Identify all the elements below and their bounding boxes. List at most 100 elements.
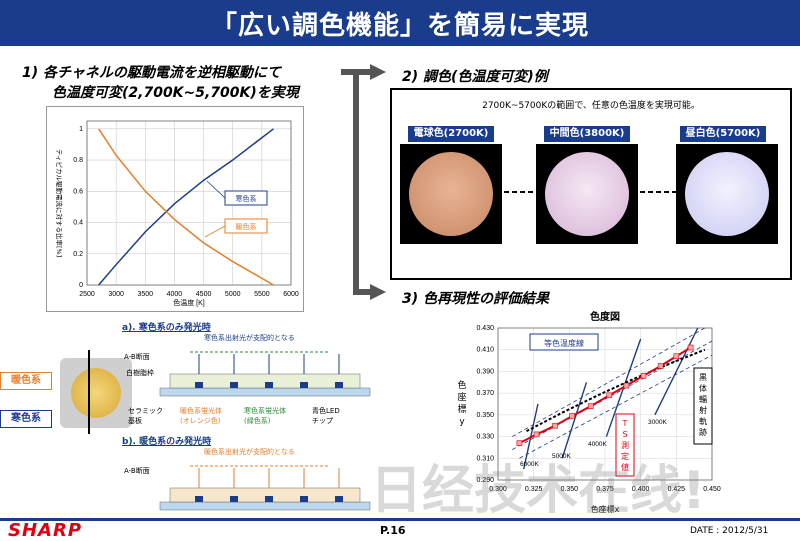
ts-point — [640, 372, 647, 379]
ts-point — [606, 392, 613, 399]
color-example-caption: 2700K~5700Kの範囲で、任意の色温度を実現可能。 — [482, 101, 700, 111]
footer-date: DATE : 2012/5/31 — [690, 526, 769, 536]
y-tick-label: 0.8 — [73, 157, 83, 164]
swatch-label-5700: 昼白色(5700K) — [680, 126, 766, 142]
y-tick-label: 0.4 — [73, 220, 83, 227]
y-tick-label: 0.2 — [73, 251, 83, 258]
swatch-frame-5700 — [676, 144, 778, 244]
y-tick-label: 0.330 — [476, 434, 494, 441]
ts-point — [623, 382, 630, 389]
y-tick-label: 0.390 — [476, 368, 494, 375]
x-tick-label: 0.350 — [561, 486, 579, 493]
swatch-3800 — [545, 152, 629, 236]
ts-point — [552, 422, 558, 429]
ts-label-char: S — [622, 430, 627, 439]
x-tick-label: 2500 — [79, 291, 95, 298]
current-chart: 2500 3000 3500 4000 4500 5000 5500 6000 0 0.2 0.4 0… — [55, 120, 299, 307]
x-tick-label: 4000 — [167, 291, 183, 298]
plot-frame — [86, 120, 292, 286]
warm-legend-label: 暖色系 — [236, 222, 257, 231]
isotherm-line — [654, 327, 699, 416]
x-tick-label: 4500 — [196, 291, 212, 298]
ts-point — [516, 440, 523, 446]
blackbody-label-box — [693, 367, 713, 445]
isotherm-line — [561, 382, 588, 459]
bin-line — [512, 340, 713, 450]
diagram-a-note: 寒色系出射光が支配的となる — [204, 334, 295, 342]
isotherm-label-box — [529, 333, 599, 351]
temp-label: 4000K — [588, 441, 607, 448]
cold-tag: 寒色系 — [0, 410, 52, 428]
diagram-a-title: a). 寒色系のみ発光時 — [122, 323, 211, 333]
ts-label-char: 定 — [621, 451, 629, 461]
ts-point — [657, 363, 664, 369]
led-emitter — [71, 368, 121, 418]
series-line-warm — [98, 128, 274, 286]
chroma-title: 色度図 — [590, 310, 620, 323]
sharp-logo: SHARP — [8, 520, 83, 541]
swatch-label-3800: 中間色(3800K) — [544, 126, 630, 142]
ts-point — [687, 344, 694, 351]
temp-label: 6000K — [520, 461, 539, 468]
x-tick-label: 3500 — [137, 291, 153, 298]
y-axis-label-char: 色 — [457, 379, 466, 391]
swatch-frame-2700 — [400, 144, 502, 244]
watermark: 日经技术在线! — [370, 461, 706, 521]
y-axis-label-char: 標 — [457, 403, 466, 415]
slide-title: 「広い調色機能」を簡易に実現 — [0, 0, 800, 46]
ts-point — [587, 403, 594, 409]
section-line — [88, 350, 90, 434]
diagram-a — [159, 351, 371, 397]
y-tick-label: 0.410 — [476, 347, 494, 354]
isotherm-label: 等色温度線 — [544, 338, 584, 348]
y-tick-label: 0.370 — [476, 390, 494, 397]
current-chart-panel: 2500 3000 3500 4000 4500 5000 5500 6000 0 0.2 0.4 0… — [46, 106, 304, 312]
y-tick-label: 0 — [79, 282, 83, 289]
cold-legend-pointer — [206, 180, 226, 199]
swatch-5700 — [685, 152, 769, 236]
ts-label-char: 測 — [621, 440, 629, 450]
y-tick-label: 1 — [79, 126, 83, 133]
cold-legend-label: 寒色系 — [236, 194, 257, 203]
label-resin: 白樹脂枠 — [126, 369, 154, 377]
label-ceramic: セラミック 基板 — [128, 407, 163, 425]
y-axis-label: ティピカル駆動電流に対する比率[%] — [55, 149, 64, 257]
diagram-b-section: A-B断面 — [124, 467, 150, 475]
led-package-photo — [60, 358, 132, 428]
x-tick-label: 3000 — [108, 291, 124, 298]
dashed-connector — [504, 191, 678, 193]
flow-arrow — [341, 64, 386, 300]
ts-label-char: 値 — [621, 462, 629, 472]
page-number: P.16 — [380, 524, 406, 537]
left-heading-line2: 色温度可変(2,700K~5,700K)を実現 — [52, 85, 299, 101]
ts-label-box — [615, 413, 635, 477]
ts-point — [569, 413, 575, 419]
temp-label: 5000K — [552, 453, 571, 460]
blackbody-label-char: 軌 — [699, 416, 707, 426]
diagram-b — [159, 465, 371, 511]
chromaticity-chart: 色度図 0.300 0.325 0.350 0.375 0.400 0.425 0.450 0.… — [457, 310, 720, 514]
diagram-b-title: b). 暖色系のみ発光時 — [122, 437, 212, 447]
x-axis-label: 色温度 [K] — [173, 298, 205, 307]
y-tick-label: 0.350 — [476, 412, 494, 419]
y-tick-label: 0.430 — [476, 325, 494, 332]
blackbody-label-char: 射 — [699, 405, 707, 415]
bin-line — [519, 354, 713, 459]
blackbody-label-char: 跡 — [699, 427, 707, 437]
x-tick-label: 0.325 — [525, 486, 543, 493]
left-heading-line1: 1) 各チャネルの駆動電流を逆相駆動にて — [22, 65, 281, 81]
x-tick-label: 6000 — [283, 291, 299, 298]
swatch-2700 — [409, 152, 493, 236]
warm-tag: 暖色系 — [0, 372, 52, 390]
warm-legend-pointer — [204, 225, 226, 238]
color-example-panel: 2700K~5700Kの範囲で、任意の色温度を実現可能。 電球色(2700K) … — [390, 88, 792, 280]
blackbody-label-char: 体 — [699, 383, 707, 393]
x-tick-label: 0.375 — [596, 486, 614, 493]
y-axis-label-char: 座 — [457, 391, 466, 403]
diagram-b-note: 暖色系出射光が支配的となる — [204, 448, 295, 456]
right-heading-2: 3) 色再現性の評価結果 — [402, 291, 550, 307]
x-tick-label: 5500 — [254, 291, 270, 298]
x-tick-label: 5000 — [225, 291, 241, 298]
ts-point — [673, 353, 680, 360]
x-tick-label: 0.400 — [632, 486, 650, 493]
